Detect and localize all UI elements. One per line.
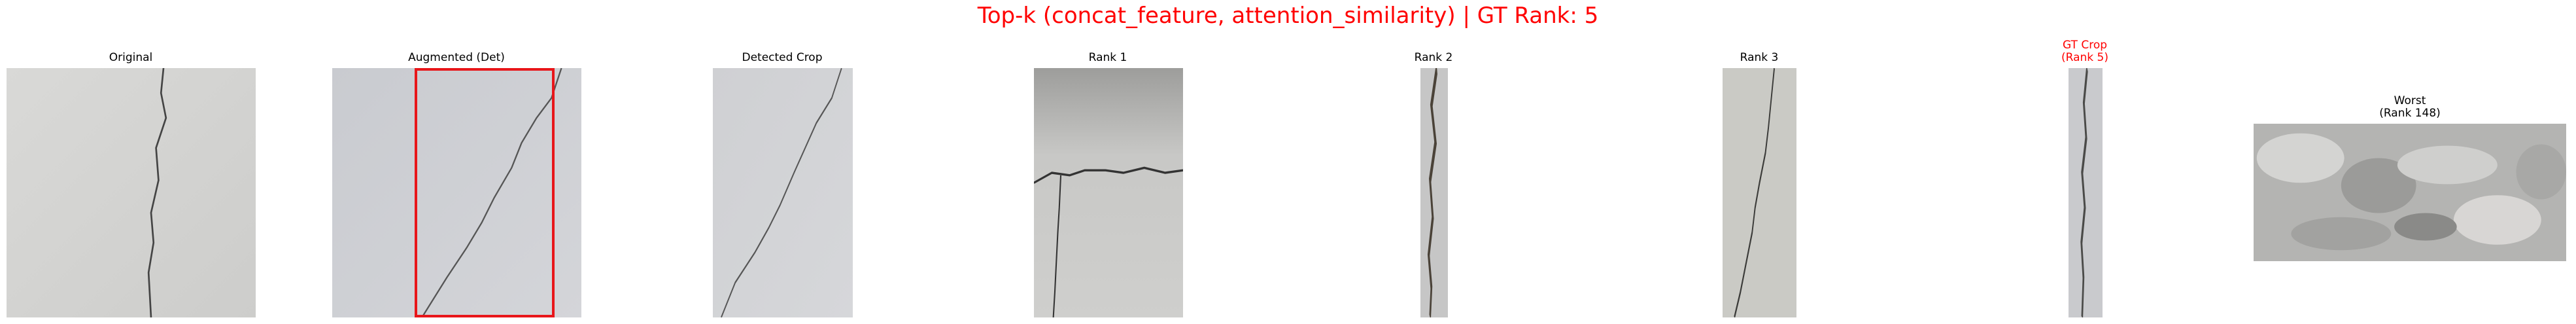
worst-image <box>2254 124 2566 261</box>
panel-title-gt-crop: GT Crop <box>2062 39 2108 52</box>
panel-title-worst-rank: (Rank 148) <box>2379 107 2441 120</box>
detected-crop-image <box>713 68 853 317</box>
rank3-image <box>1723 68 1796 317</box>
rank1-image <box>1034 68 1183 317</box>
panel-title-rank3: Rank 3 <box>1740 51 1779 64</box>
panel-title-gt-rank: (Rank 5) <box>2061 51 2108 64</box>
panel-title-augmented: Augmented (Det) <box>408 51 505 64</box>
augmented-image <box>332 68 581 317</box>
panel-title-original: Original <box>109 51 153 64</box>
panel-title-rank2: Rank 2 <box>1414 51 1453 64</box>
panel-title-rank1: Rank 1 <box>1088 51 1127 64</box>
panel-title-detected-crop: Detected Crop <box>742 51 823 64</box>
gt-crop-image <box>2069 68 2103 317</box>
rank2-image <box>1420 68 1448 317</box>
detection-bounding-box <box>415 68 555 317</box>
figure-title: Top-k (concat_feature, attention_similar… <box>977 3 1599 29</box>
original-image <box>7 68 256 317</box>
panel-title-worst: Worst <box>2394 94 2426 107</box>
